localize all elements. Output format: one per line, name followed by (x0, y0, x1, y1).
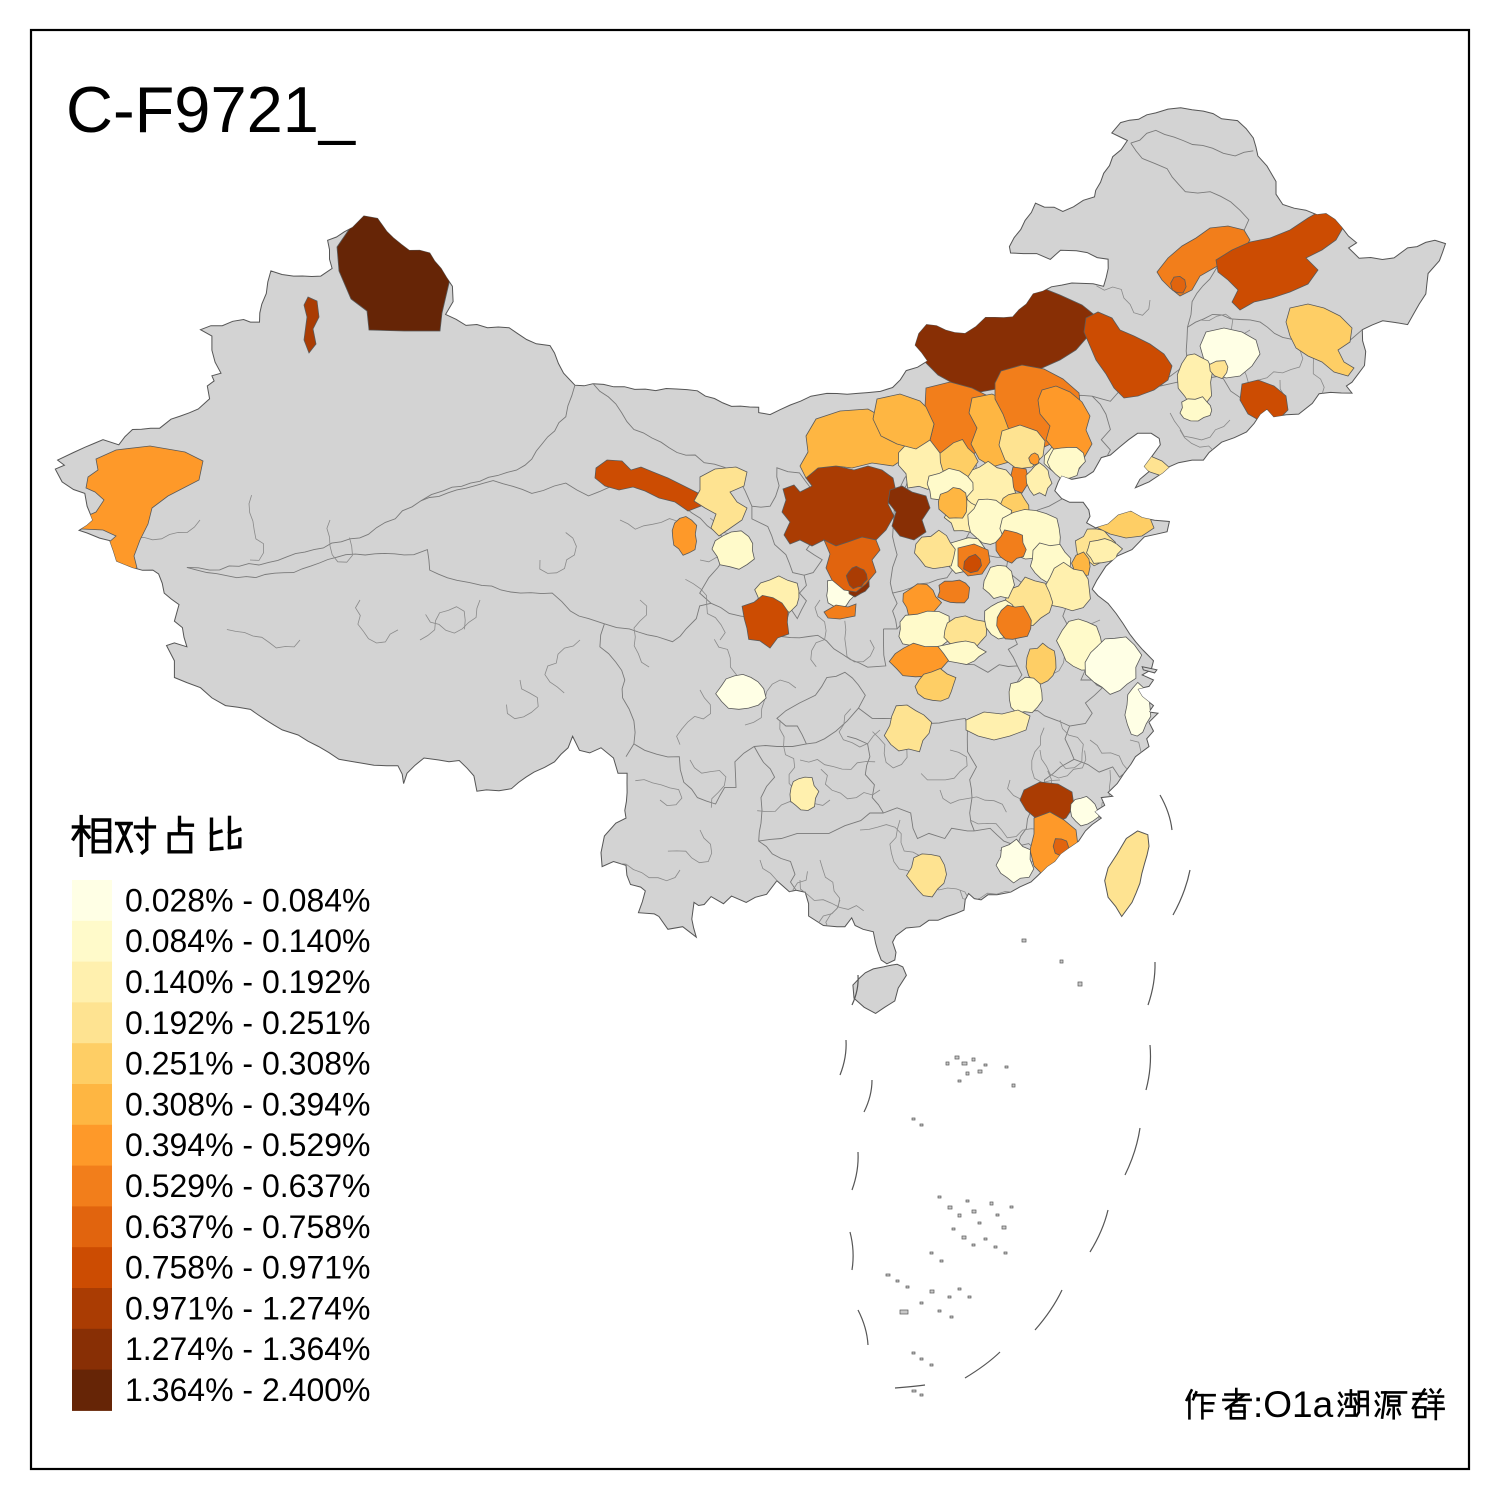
svg-text:0.192% - 0.251%: 0.192% - 0.251% (125, 1005, 371, 1041)
svg-text:0.971% - 1.274%: 0.971% - 1.274% (125, 1290, 371, 1326)
svg-text:0.758% - 0.971%: 0.758% - 0.971% (125, 1250, 371, 1286)
svg-text:0.028% - 0.084%: 0.028% - 0.084% (125, 882, 371, 918)
svg-text:0.251% - 0.308%: 0.251% - 0.308% (125, 1046, 371, 1082)
svg-text:0.529% - 0.637%: 0.529% - 0.637% (125, 1168, 371, 1204)
svg-text:C-F9721_: C-F9721_ (66, 73, 356, 146)
svg-text:0.637% - 0.758%: 0.637% - 0.758% (125, 1209, 371, 1245)
svg-text:1.274% - 1.364%: 1.274% - 1.364% (125, 1331, 371, 1367)
svg-text:1.364% - 2.400%: 1.364% - 2.400% (125, 1372, 371, 1408)
svg-text:0.308% - 0.394%: 0.308% - 0.394% (125, 1086, 371, 1122)
svg-text::O1a: :O1a (1253, 1384, 1334, 1425)
svg-text:0.140% - 0.192%: 0.140% - 0.192% (125, 964, 371, 1000)
svg-text:0.394% - 0.529%: 0.394% - 0.529% (125, 1127, 371, 1163)
svg-text:0.084% - 0.140%: 0.084% - 0.140% (125, 923, 371, 959)
